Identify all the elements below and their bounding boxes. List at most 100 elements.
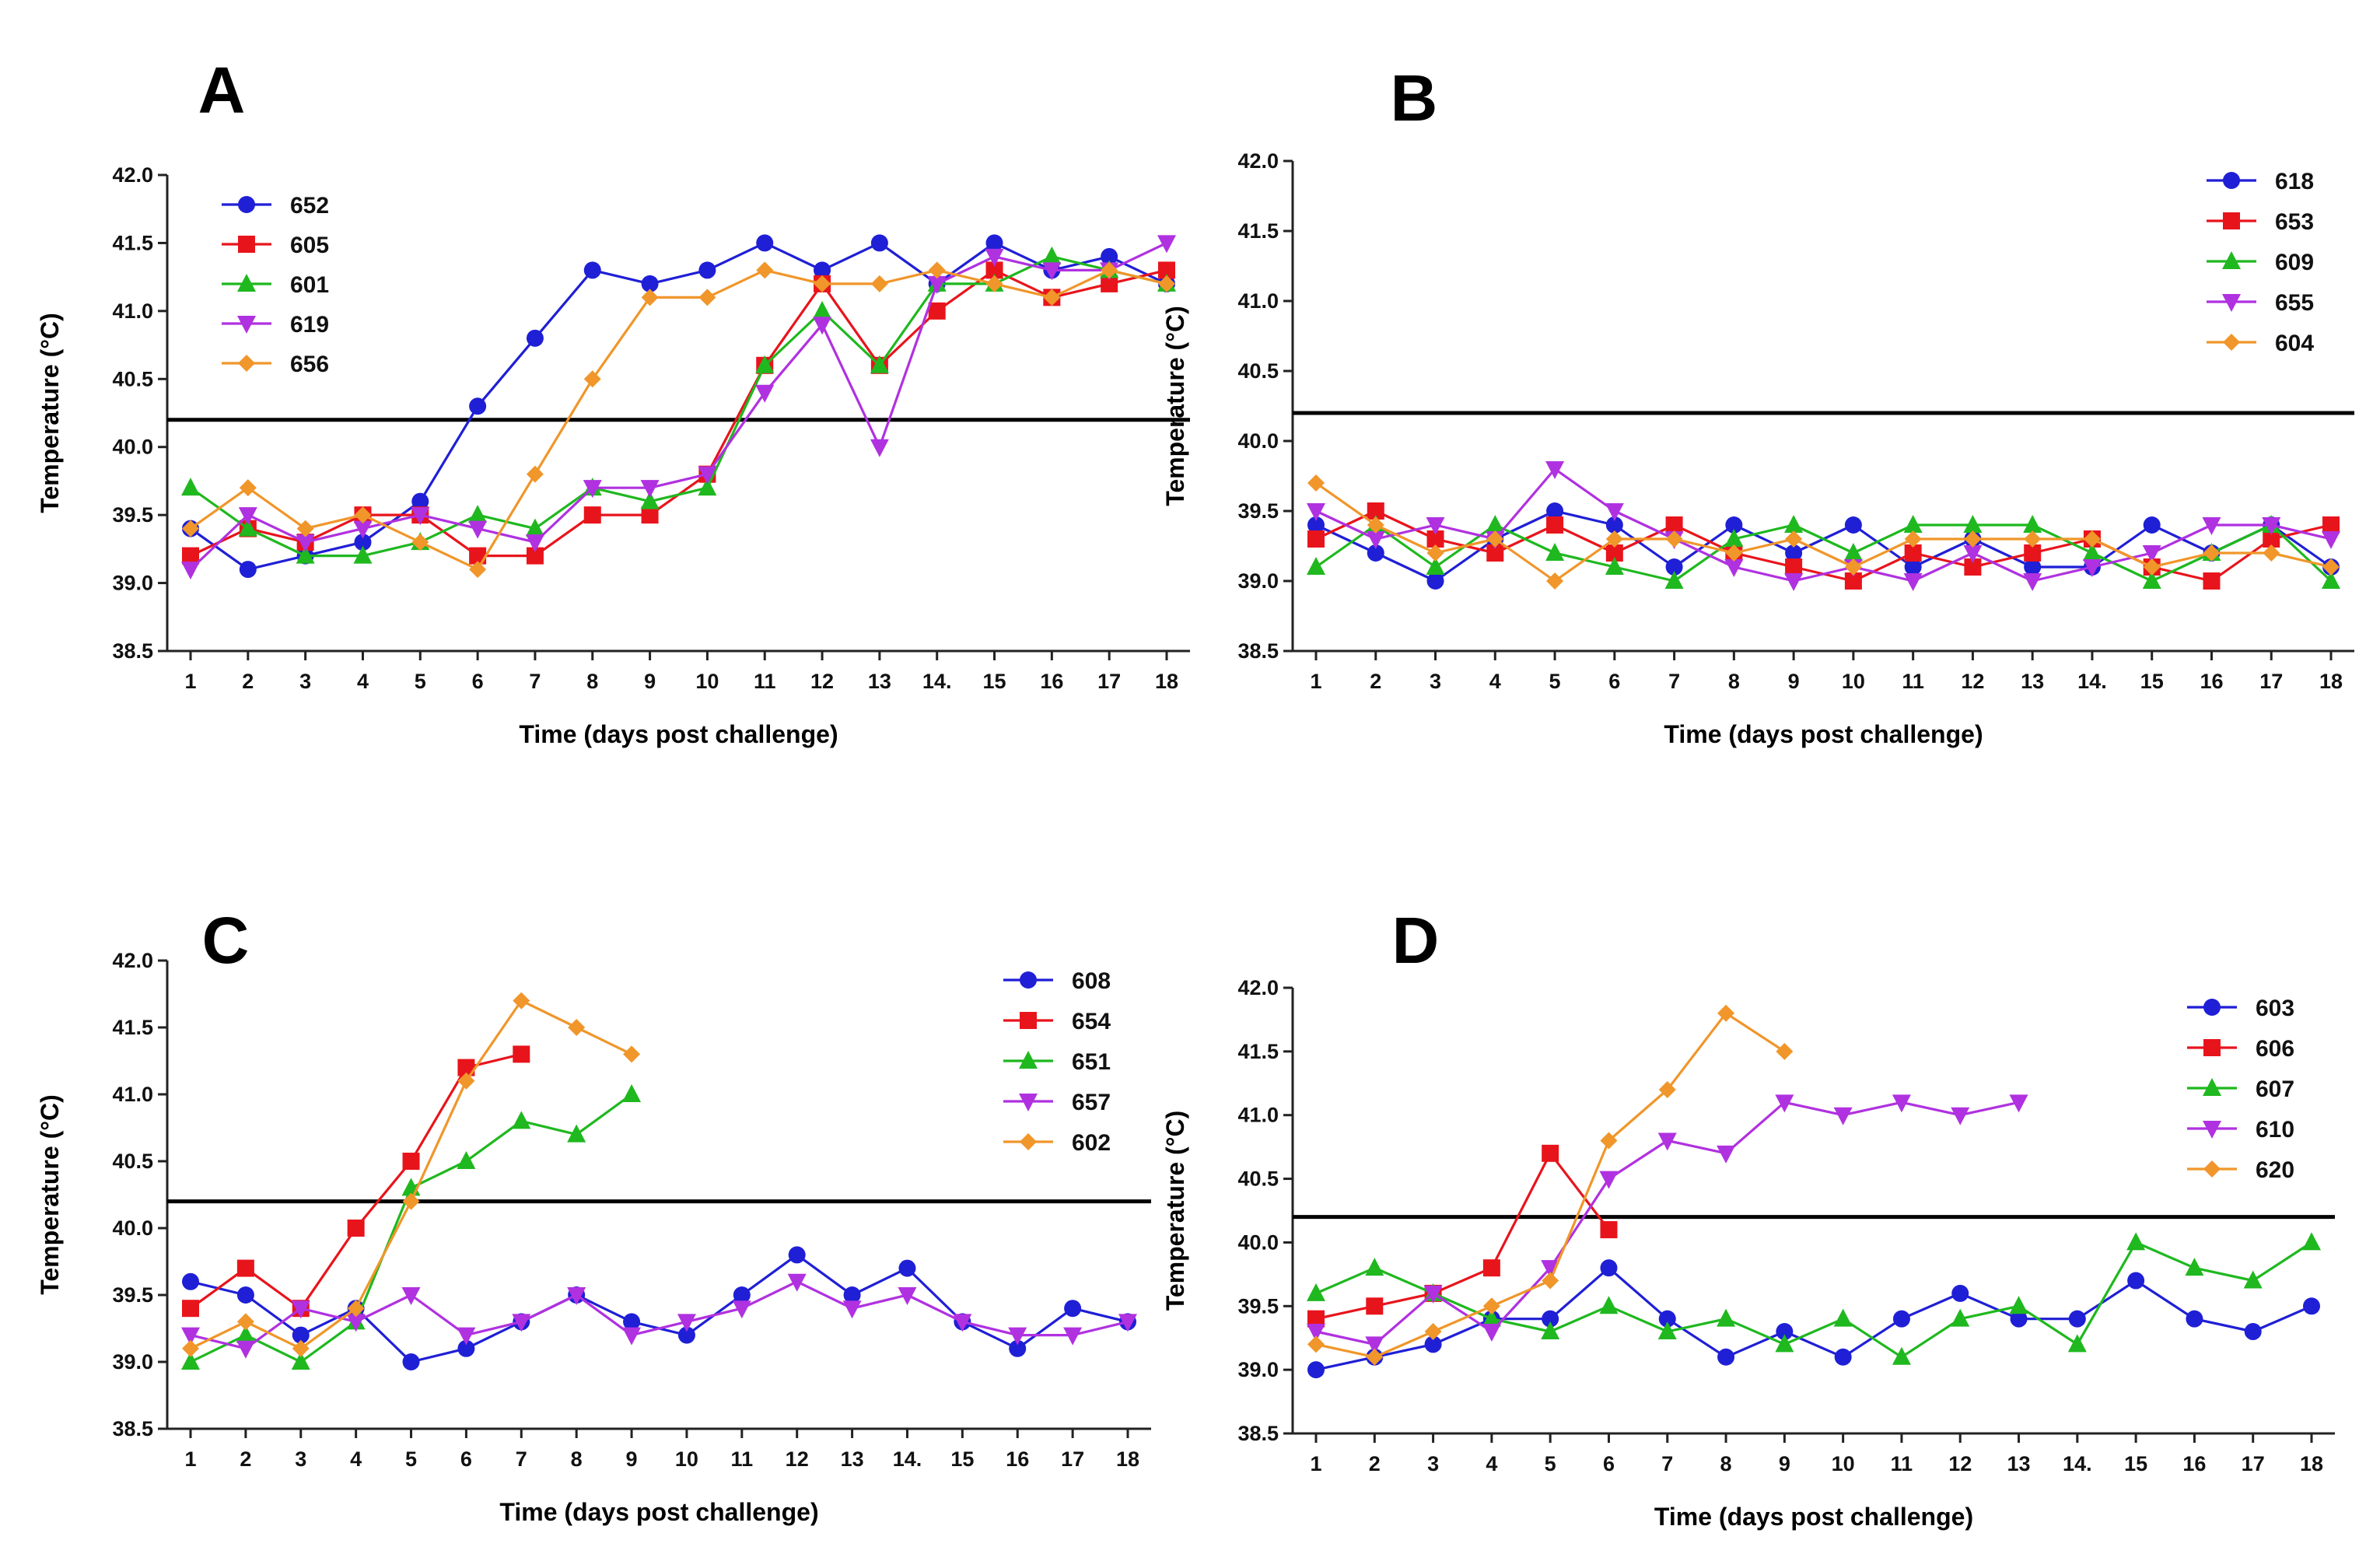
data-point: [2244, 1323, 2262, 1341]
data-point: [1600, 1259, 1618, 1277]
x-tick-label: 5: [1545, 1452, 1556, 1475]
data-point: [985, 261, 1003, 279]
legend-label: 620: [2256, 1157, 2294, 1183]
y-tick-label: 41.0: [1237, 1104, 1279, 1127]
data-point: [1426, 557, 1445, 575]
data-point: [870, 439, 889, 457]
x-tick-label: 13: [841, 1447, 864, 1471]
y-tick-label: 40.5: [112, 1150, 153, 1173]
data-point: [641, 289, 659, 306]
data-point: [1892, 1310, 1910, 1328]
data-point: [2262, 517, 2281, 535]
y-tick-label: 40.0: [112, 436, 153, 459]
data-point: [525, 518, 544, 537]
x-tick-label: 17: [2242, 1452, 2265, 1475]
data-point: [698, 261, 716, 279]
y-tick-label: 41.0: [112, 299, 153, 323]
data-point: [181, 1327, 200, 1346]
data-point: [457, 1339, 475, 1357]
data-point: [698, 478, 717, 496]
data-point: [583, 370, 601, 388]
x-tick-label: 9: [644, 670, 656, 693]
data-point: [2263, 530, 2280, 548]
panel-b: B38.539.039.540.040.541.041.542.01 2 3 4 5 6 7…: [1161, 61, 2354, 748]
legend-swatch-marker: [2222, 294, 2241, 312]
legend-item: 655: [2207, 290, 2314, 316]
data-point: [1424, 1335, 1442, 1353]
data-point: [1542, 1310, 1559, 1328]
x-tick-label: 14.: [893, 1447, 922, 1471]
y-tick-label: 41.5: [1237, 1040, 1279, 1063]
data-point: [1951, 1107, 1970, 1125]
data-point: [468, 505, 488, 523]
data-point: [733, 1286, 751, 1304]
data-point: [928, 302, 946, 320]
data-point: [526, 547, 544, 565]
data-point: [1717, 1145, 1736, 1164]
data-point: [1775, 1334, 1794, 1353]
x-tick-label: 18: [2300, 1452, 2323, 1475]
data-point: [1064, 1300, 1082, 1318]
data-point: [1833, 1308, 1853, 1327]
data-point: [1665, 530, 1683, 548]
legend-swatch-marker: [2222, 251, 2241, 269]
x-tick-label: 8: [1728, 670, 1740, 693]
series-line: [1315, 1012, 1786, 1359]
data-point: [870, 355, 889, 373]
data-point: [1657, 1132, 1677, 1151]
data-point: [354, 506, 372, 524]
series-line: [190, 241, 1167, 571]
y-axis-title: Temperature (°C): [1161, 306, 1189, 506]
series-line: [1315, 1266, 2312, 1371]
x-axis-title: Time (days post challenge): [1664, 720, 1983, 748]
series-line: [190, 1253, 1129, 1363]
data-point: [1482, 1259, 1500, 1277]
x-tick-label: 7: [529, 670, 541, 693]
data-point: [641, 506, 659, 524]
legend-label: 607: [2256, 1076, 2294, 1102]
x-tick-label: 17: [1061, 1447, 1084, 1471]
y-tick-label: 40.0: [112, 1216, 153, 1240]
legend-swatch-marker: [2203, 1160, 2221, 1178]
series-610: [1307, 1094, 2028, 1355]
data-point: [291, 1352, 310, 1370]
data-point: [2302, 1232, 2321, 1251]
data-point: [622, 1084, 642, 1102]
legend-item: 606: [2187, 1036, 2294, 1062]
series-608: [182, 1246, 1136, 1370]
data-point: [583, 261, 601, 279]
data-point: [1542, 1272, 1559, 1290]
data-point: [1307, 530, 1325, 548]
data-point: [2127, 1272, 2145, 1290]
panel-c: C38.539.039.540.040.541.041.542.01 2 3 4 5 6 7…: [36, 904, 1151, 1526]
data-point: [677, 1314, 696, 1332]
legend-item: 601: [222, 272, 329, 298]
legend-item: 619: [222, 312, 329, 338]
data-point: [2024, 544, 2042, 562]
x-tick-label: 16: [2182, 1452, 2206, 1475]
x-tick-label: 11: [731, 1447, 754, 1471]
y-tick-label: 40.5: [1237, 1167, 1279, 1191]
data-point: [623, 1313, 641, 1331]
data-point: [353, 545, 373, 564]
data-point: [457, 1151, 476, 1169]
data-point: [239, 561, 257, 579]
y-tick-label: 42.0: [1237, 149, 1279, 173]
y-axis-title: Temperature (°C): [36, 313, 64, 513]
data-point: [1717, 1348, 1735, 1366]
data-point: [1717, 1004, 1735, 1022]
data-point: [2185, 1258, 2204, 1276]
legend-item: 608: [1003, 968, 1111, 994]
data-point: [354, 534, 372, 551]
x-tick-label: 4: [357, 670, 369, 693]
data-point: [236, 1313, 254, 1331]
data-point: [985, 234, 1003, 252]
data-point: [2083, 530, 2101, 548]
x-tick-label: 3: [1430, 670, 1441, 693]
data-point: [814, 261, 831, 279]
legend-label: 603: [2256, 996, 2294, 1021]
series-line: [1315, 1152, 1610, 1321]
data-point: [181, 478, 200, 496]
panel-letter: D: [1392, 904, 1440, 977]
